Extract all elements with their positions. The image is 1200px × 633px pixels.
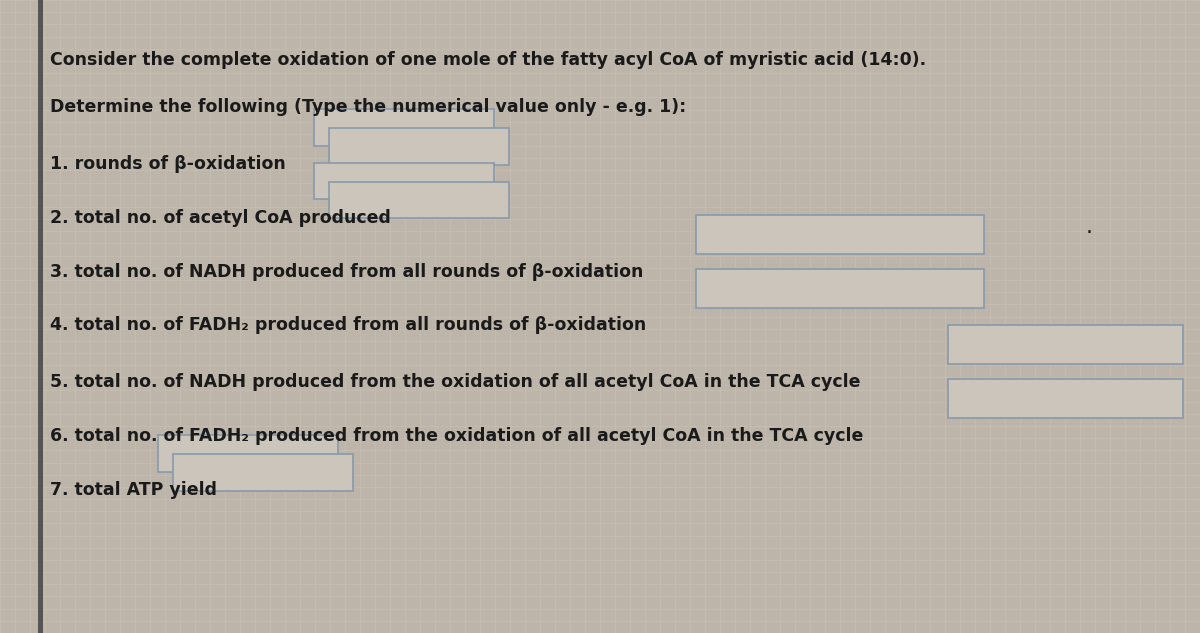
Text: Consider the complete oxidation of one mole of the fatty acyl CoA of myristic ac: Consider the complete oxidation of one m… <box>50 51 926 68</box>
Text: 5. total no. of NADH produced from the oxidation of all acetyl CoA in the TCA cy: 5. total no. of NADH produced from the o… <box>50 373 860 391</box>
Bar <box>948 379 1183 418</box>
Bar <box>314 109 494 146</box>
Bar <box>696 215 984 254</box>
Text: 1. rounds of β-oxidation: 1. rounds of β-oxidation <box>50 155 286 173</box>
Bar <box>948 325 1183 364</box>
Bar <box>314 163 494 199</box>
Bar <box>173 454 353 491</box>
Text: 7. total ATP yield: 7. total ATP yield <box>50 481 217 499</box>
Text: 2. total no. of acetyl CoA produced: 2. total no. of acetyl CoA produced <box>50 209 391 227</box>
Text: ·: · <box>1086 223 1093 243</box>
Bar <box>329 128 509 165</box>
Bar <box>158 435 338 472</box>
Text: 4. total no. of FADH₂ produced from all rounds of β-oxidation: 4. total no. of FADH₂ produced from all … <box>50 316 647 334</box>
Text: 6. total no. of FADH₂ produced from the oxidation of all acetyl CoA in the TCA c: 6. total no. of FADH₂ produced from the … <box>50 427 864 445</box>
Bar <box>329 182 509 218</box>
Bar <box>696 269 984 308</box>
Text: Determine the following (Type the numerical value only - e.g. 1):: Determine the following (Type the numeri… <box>50 98 686 116</box>
Bar <box>38 0 43 633</box>
Text: 3. total no. of NADH produced from all rounds of β-oxidation: 3. total no. of NADH produced from all r… <box>50 263 643 280</box>
